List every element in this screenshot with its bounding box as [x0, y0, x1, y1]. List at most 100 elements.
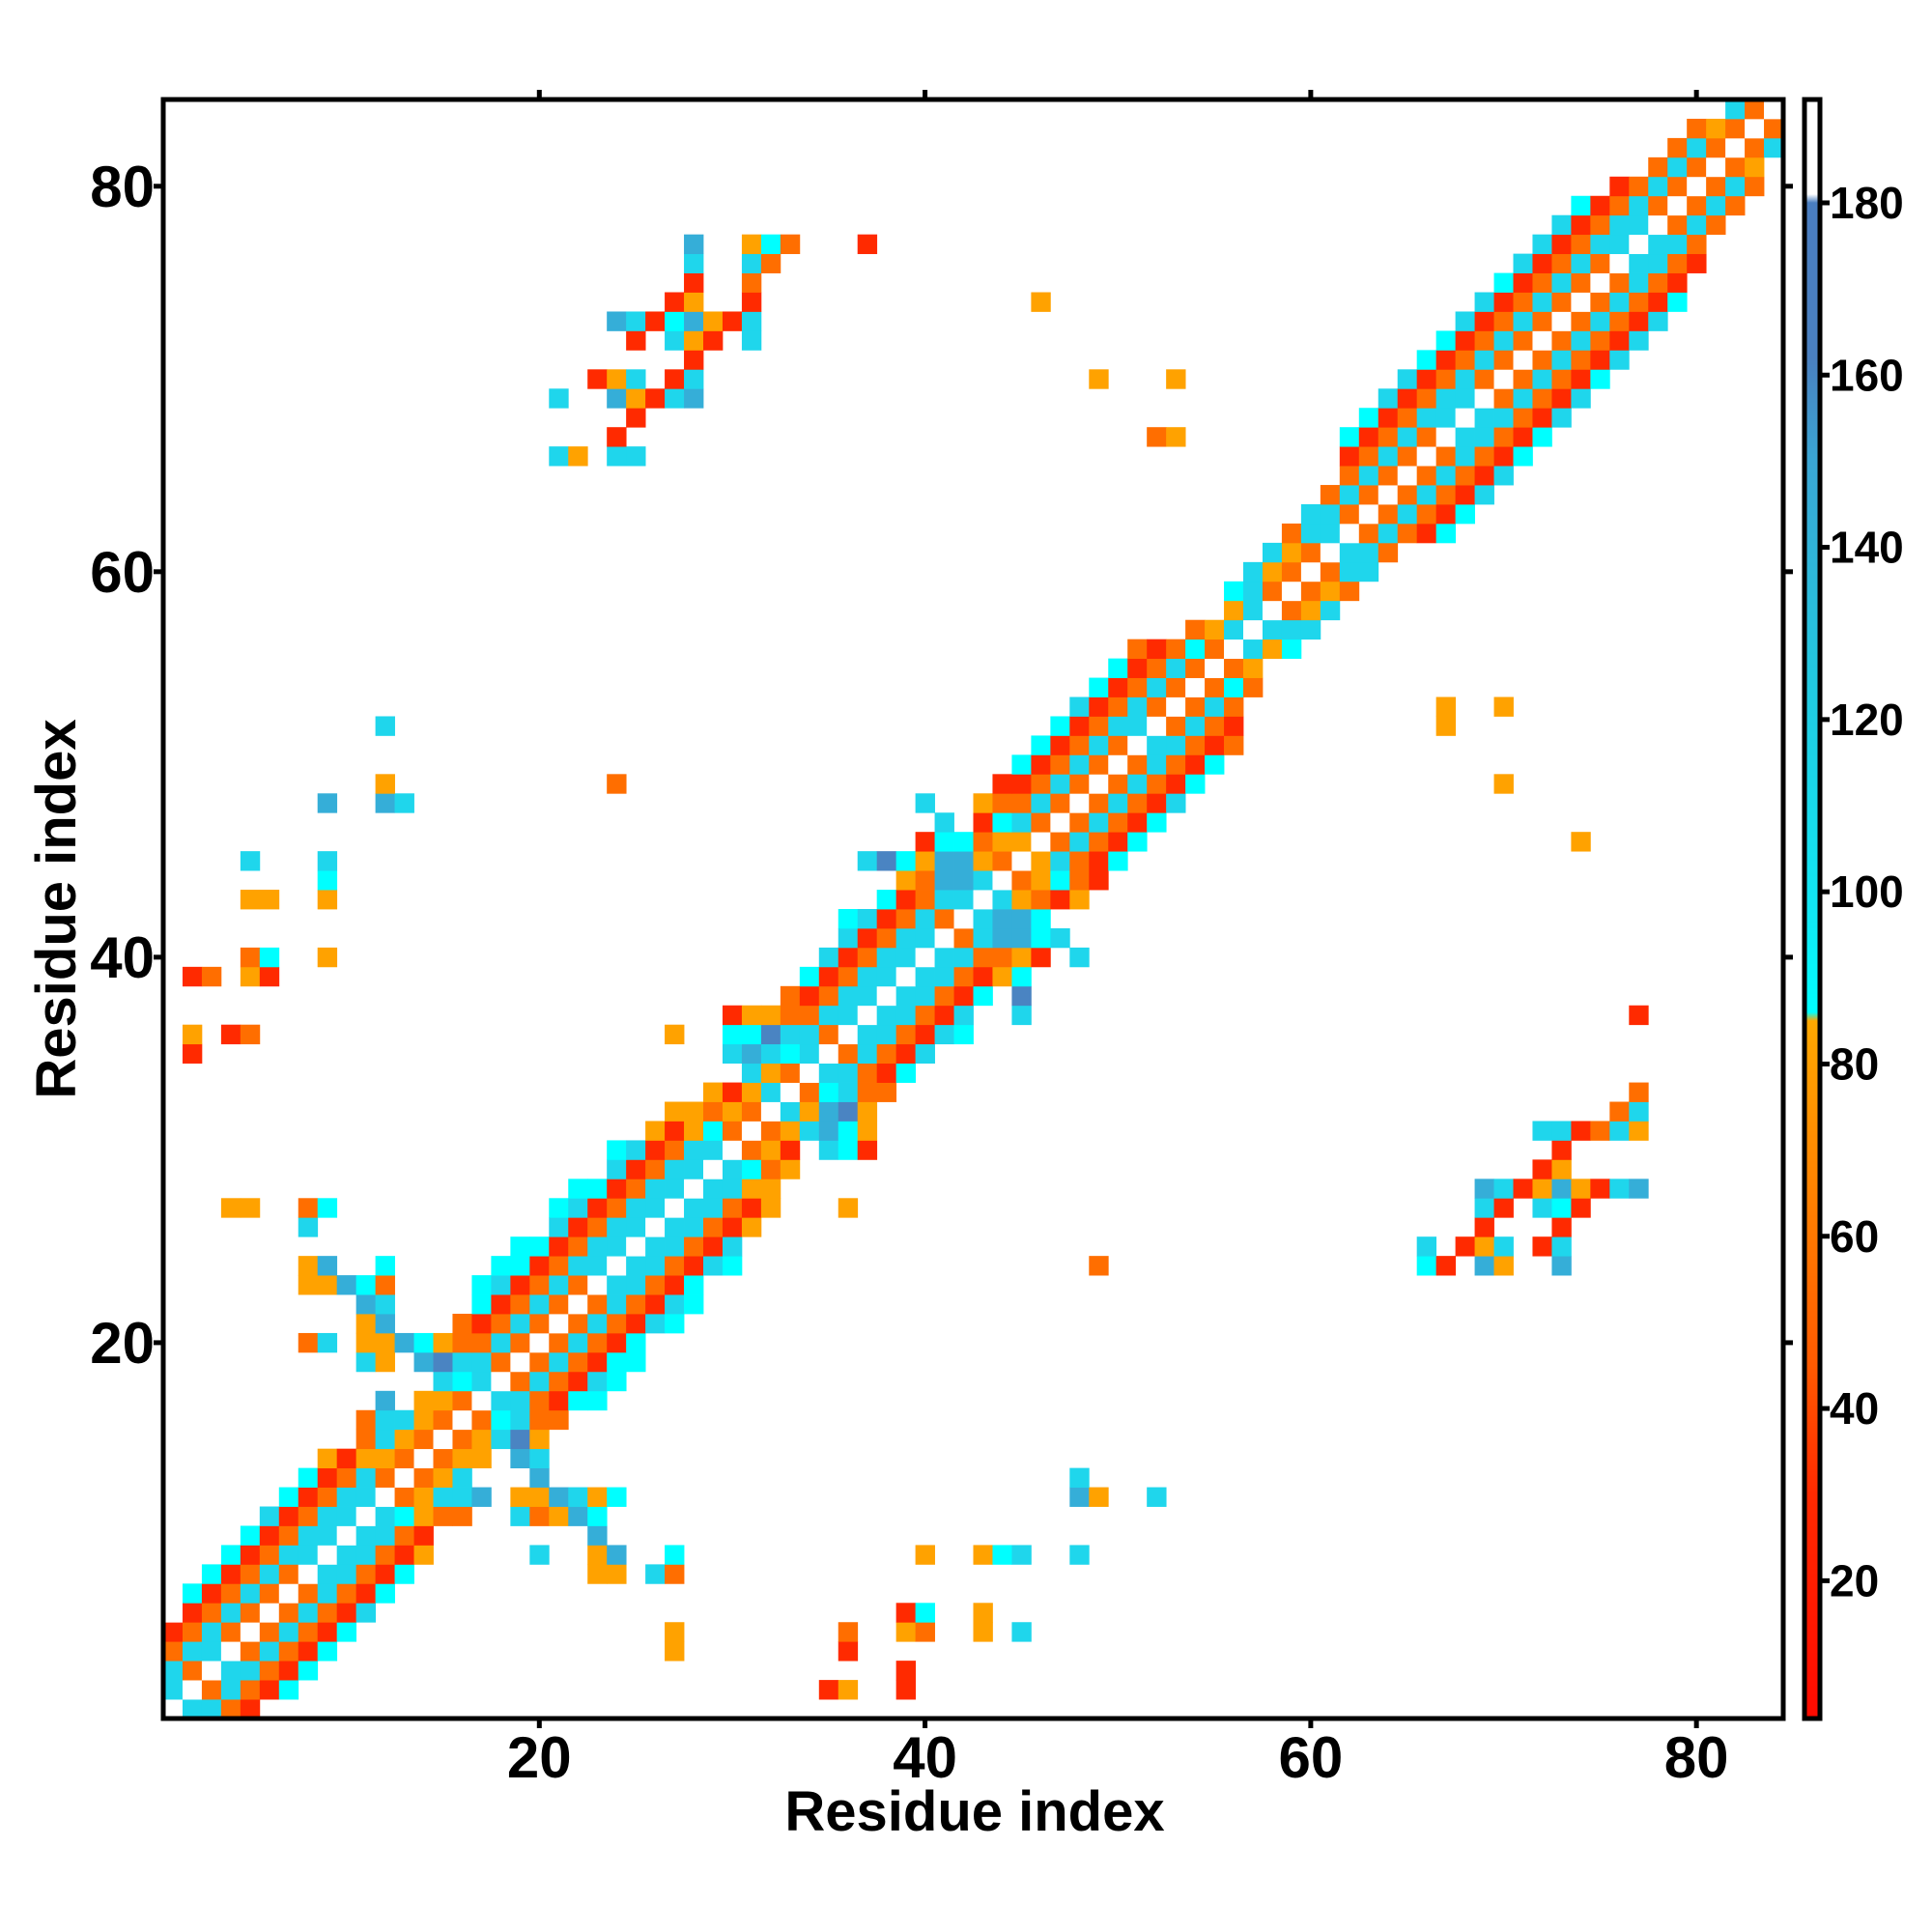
- heatmap-cell: [1532, 1198, 1552, 1218]
- heatmap-cell: [1416, 504, 1437, 525]
- heatmap-cell: [375, 1256, 395, 1276]
- heatmap-cell: [1147, 735, 1167, 755]
- heatmap-cell: [1185, 619, 1206, 640]
- heatmap-cell: [1108, 735, 1128, 755]
- heatmap-cell: [510, 1429, 530, 1450]
- heatmap-cell: [1011, 909, 1032, 929]
- heatmap-cell: [684, 330, 704, 351]
- heatmap-cell: [799, 1043, 820, 1065]
- y-tick-label: 60: [90, 540, 155, 605]
- heatmap-cell: [1243, 600, 1264, 621]
- heatmap-cell: [1532, 311, 1552, 331]
- heatmap-cell: [491, 1332, 511, 1353]
- heatmap-cell: [1706, 137, 1726, 158]
- heatmap-cell: [1609, 176, 1630, 197]
- heatmap-cell: [471, 1409, 492, 1431]
- heatmap-cell: [645, 1256, 666, 1276]
- heatmap-cell: [1300, 542, 1321, 563]
- heatmap-cell: [1435, 485, 1456, 505]
- heatmap-cell: [1127, 754, 1148, 775]
- heatmap-cell: [838, 985, 859, 1007]
- heatmap-cell: [915, 851, 935, 871]
- heatmap-cell: [1031, 870, 1051, 891]
- heatmap-cell: [1571, 1179, 1591, 1199]
- heatmap-cell: [838, 909, 859, 929]
- heatmap-cell: [992, 793, 1012, 813]
- heatmap-cell: [665, 1564, 685, 1584]
- heatmap-cell: [1532, 1179, 1552, 1199]
- heatmap-cell: [201, 1699, 222, 1719]
- heatmap-cell: [1474, 1256, 1494, 1276]
- heatmap-cell: [1648, 234, 1668, 255]
- heatmap-cell: [645, 1159, 666, 1179]
- heatmap-cell: [1455, 446, 1475, 467]
- heatmap-cell: [684, 234, 704, 255]
- heatmap-cell: [568, 1198, 588, 1218]
- heatmap-cell: [857, 1043, 878, 1065]
- heatmap-cell: [1243, 619, 1264, 640]
- heatmap-cell: [895, 1063, 916, 1083]
- heatmap-cell: [1493, 1236, 1514, 1257]
- heatmap-cell: [1687, 118, 1707, 139]
- heatmap-cell: [1281, 619, 1302, 640]
- heatmap-cell: [895, 1661, 916, 1681]
- heatmap-cell: [549, 1506, 569, 1526]
- heatmap-cell: [1435, 388, 1456, 409]
- heatmap-cell: [1166, 754, 1186, 775]
- heatmap-cell: [1127, 716, 1148, 736]
- heatmap-cell: [876, 1005, 897, 1026]
- heatmap-cell: [626, 1159, 646, 1179]
- heatmap-cell: [626, 1217, 646, 1237]
- heatmap-cell: [915, 1603, 935, 1623]
- heatmap-cell: [607, 1140, 627, 1160]
- heatmap-cell: [568, 1390, 588, 1411]
- x-axis-title: Residue index: [784, 1780, 1164, 1843]
- heatmap-cell: [1378, 388, 1399, 409]
- heatmap-cell: [452, 1314, 472, 1334]
- heatmap-cell: [1609, 1179, 1630, 1199]
- heatmap-cell: [626, 408, 646, 428]
- heatmap-cell: [220, 1603, 242, 1623]
- heatmap-cell: [163, 1661, 184, 1681]
- heatmap-cell: [1262, 639, 1283, 660]
- heatmap-cell: [1667, 272, 1688, 293]
- heatmap-cell: [1513, 292, 1533, 312]
- heatmap-cell: [645, 1294, 666, 1315]
- heatmap-cell: [549, 1487, 569, 1507]
- colorbar-tick-label: 80: [1830, 1038, 1879, 1089]
- heatmap-cell: [375, 1506, 395, 1526]
- heatmap-cell: [317, 1545, 338, 1565]
- heatmap-cell: [857, 1140, 878, 1160]
- heatmap-cell: [876, 1063, 897, 1083]
- heatmap-cell: [240, 1545, 261, 1565]
- heatmap-cell: [1571, 272, 1591, 293]
- heatmap-cell: [1551, 408, 1572, 428]
- heatmap-cell: [1455, 311, 1475, 331]
- heatmap-cell: [1435, 427, 1456, 447]
- heatmap-cell: [1609, 214, 1630, 236]
- heatmap-cell: [876, 851, 897, 871]
- heatmap-cell: [895, 1043, 916, 1065]
- heatmap-cell: [1609, 1101, 1630, 1122]
- heatmap-cell: [1687, 195, 1707, 216]
- heatmap-cell: [741, 311, 762, 331]
- heatmap-cell: [1166, 696, 1186, 717]
- heatmap-cell: [703, 1101, 724, 1122]
- heatmap-cell: [298, 1506, 319, 1526]
- heatmap-cell: [355, 1564, 376, 1584]
- heatmap-cell: [413, 1525, 434, 1546]
- heatmap-cell: [1358, 523, 1379, 544]
- heatmap-cell: [1069, 696, 1090, 717]
- heatmap-cell: [1667, 156, 1688, 178]
- heatmap-cell: [1378, 466, 1399, 486]
- heatmap-cell: [645, 1314, 666, 1334]
- heatmap-cell: [1089, 735, 1109, 755]
- heatmap-cell: [1435, 446, 1456, 467]
- heatmap-cell: [1513, 350, 1533, 370]
- heatmap-cell: [568, 1217, 588, 1237]
- heatmap-cell: [182, 1583, 203, 1604]
- heatmap-cell: [1474, 446, 1494, 467]
- heatmap-cell: [818, 1101, 839, 1122]
- heatmap-cell: [298, 1641, 319, 1662]
- heatmap-cell: [510, 1448, 530, 1469]
